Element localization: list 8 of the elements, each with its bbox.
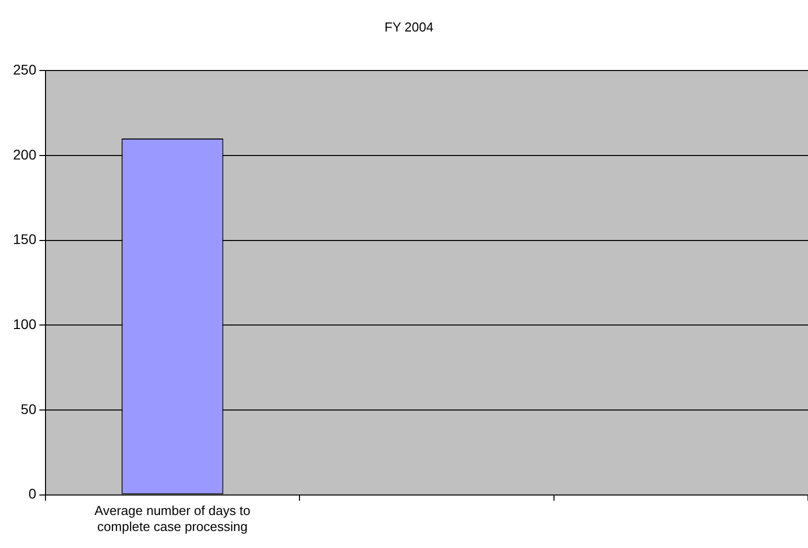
y-tick-label: 250 (13, 61, 37, 78)
chart-title: FY 2004 (384, 19, 434, 34)
y-tick-label: 200 (13, 146, 37, 162)
y-tick-label: 100 (13, 316, 37, 332)
x-tick-label: Average number of days to complete case processing (94, 503, 250, 534)
y-tick-label: 150 (13, 231, 37, 248)
y-tick-label: 0 (28, 486, 37, 502)
y-tick-label: 50 (20, 400, 37, 417)
